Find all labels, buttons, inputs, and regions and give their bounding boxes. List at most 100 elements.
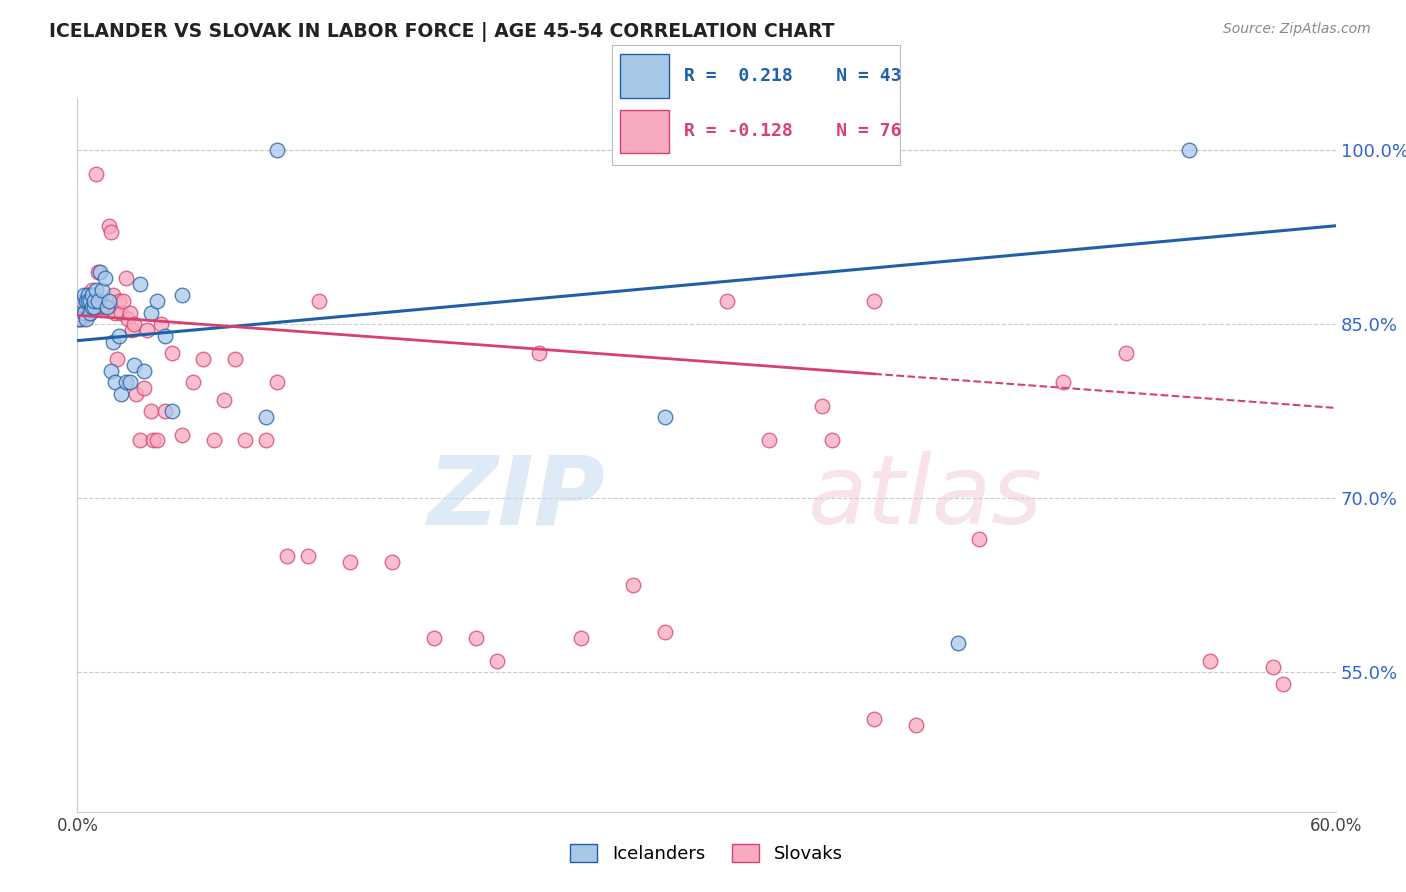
Point — [118, 376, 141, 390]
Point — [108, 294, 131, 309]
Point — [1199, 654, 1222, 668]
Point — [233, 434, 256, 448]
Point — [155, 329, 177, 343]
Point — [821, 434, 844, 448]
Point — [181, 376, 204, 390]
Point — [89, 265, 111, 279]
Point — [89, 300, 111, 314]
Point — [811, 399, 834, 413]
Point — [84, 283, 107, 297]
Point — [1178, 144, 1201, 158]
Bar — [620, 110, 669, 153]
Point — [76, 306, 98, 320]
Point — [79, 294, 101, 309]
Point — [254, 410, 277, 425]
Point — [758, 434, 780, 448]
Point — [72, 306, 94, 320]
Point — [87, 294, 110, 309]
Text: ZIP: ZIP — [427, 451, 606, 544]
Point — [224, 352, 246, 367]
Point — [266, 376, 288, 390]
Point — [76, 294, 98, 309]
Point — [150, 318, 173, 332]
Point — [1115, 346, 1137, 360]
Point — [139, 306, 162, 320]
Point — [83, 294, 105, 309]
Point — [863, 294, 886, 309]
Point — [122, 358, 145, 372]
Point — [110, 387, 132, 401]
Point — [716, 294, 738, 309]
Text: Source: ZipAtlas.com: Source: ZipAtlas.com — [1223, 22, 1371, 37]
Text: atlas: atlas — [807, 451, 1042, 544]
Point — [125, 387, 148, 401]
Point — [212, 392, 235, 407]
Point — [1272, 677, 1295, 691]
Point — [621, 578, 644, 592]
Point — [121, 323, 143, 337]
Point — [254, 434, 277, 448]
Point — [96, 300, 118, 314]
Point — [139, 404, 162, 418]
Point — [101, 288, 124, 302]
Point — [654, 624, 676, 639]
Point — [97, 219, 120, 233]
Legend: Icelanders, Slovaks: Icelanders, Slovaks — [562, 838, 851, 871]
Point — [93, 271, 115, 285]
Point — [76, 288, 98, 302]
Point — [118, 306, 141, 320]
Point — [308, 294, 330, 309]
Point — [464, 631, 486, 645]
Point — [70, 294, 93, 309]
Point — [72, 288, 94, 302]
Point — [93, 300, 115, 314]
Point — [108, 329, 131, 343]
Point — [266, 144, 288, 158]
Point — [569, 631, 592, 645]
Point — [83, 300, 105, 314]
Point — [80, 294, 103, 309]
Point — [381, 555, 404, 569]
Point — [70, 311, 93, 326]
Point — [134, 364, 156, 378]
Point — [80, 283, 103, 297]
Point — [114, 376, 136, 390]
Point — [83, 288, 105, 302]
Point — [79, 306, 101, 320]
Point — [100, 225, 122, 239]
Point — [101, 334, 124, 349]
Point — [297, 549, 319, 564]
Point — [160, 404, 183, 418]
Point — [91, 283, 114, 297]
Point — [146, 294, 169, 309]
Point — [654, 410, 676, 425]
Point — [104, 376, 127, 390]
Point — [72, 294, 94, 309]
Point — [485, 654, 508, 668]
Point — [423, 631, 446, 645]
Point — [122, 318, 145, 332]
Point — [527, 346, 550, 360]
Point — [129, 277, 152, 291]
Point — [172, 427, 194, 442]
Point — [142, 434, 165, 448]
Point — [191, 352, 215, 367]
Point — [1261, 659, 1284, 673]
Point — [72, 306, 94, 320]
Point — [75, 311, 97, 326]
Point — [146, 434, 169, 448]
Point — [79, 294, 101, 309]
Point — [67, 311, 90, 326]
Point — [276, 549, 298, 564]
Point — [76, 288, 98, 302]
Point — [948, 636, 970, 650]
Point — [91, 300, 114, 314]
Point — [83, 300, 105, 314]
Point — [117, 311, 139, 326]
Point — [114, 271, 136, 285]
Point — [172, 288, 194, 302]
Point — [1052, 376, 1074, 390]
Point — [110, 306, 132, 320]
Text: R =  0.218    N = 43: R = 0.218 N = 43 — [683, 67, 901, 85]
Point — [67, 311, 90, 326]
